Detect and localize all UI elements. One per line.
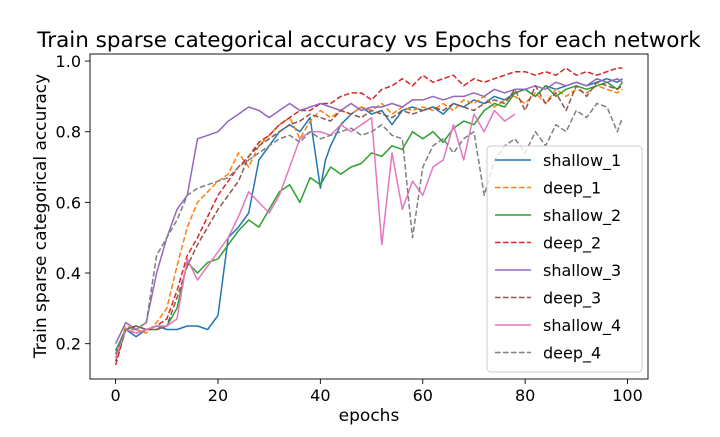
x-tick-label: 80 — [515, 386, 535, 405]
legend-label-shallow_1: shallow_1 — [543, 151, 621, 171]
series-line-shallow_3 — [114, 77, 623, 345]
y-axis: 0.2 0.4 0.6 0.8 1.0 — [56, 52, 90, 354]
series-line-shallow_4 — [114, 109, 516, 359]
y-tick-label: 0.4 — [56, 264, 81, 283]
x-tick-label: 20 — [208, 386, 228, 405]
legend-label-deep_3: deep_3 — [543, 289, 601, 309]
y-tick-label: 0.8 — [56, 123, 81, 142]
series-line-deep_4 — [114, 102, 624, 355]
x-axis-label: epochs — [339, 406, 400, 426]
y-axis-label: Train sparse categorical accuracy — [31, 74, 51, 359]
y-tick-label: 0.2 — [56, 335, 81, 354]
legend-label-deep_2: deep_2 — [543, 234, 601, 254]
y-tick-label: 1.0 — [56, 52, 81, 71]
x-tick-label: 0 — [111, 386, 121, 405]
series-line-deep_3 — [114, 81, 623, 362]
x-tick-label: 40 — [310, 386, 330, 405]
series-layer — [114, 67, 624, 366]
legend-box — [486, 145, 643, 373]
chart-title: Train sparse categorical accuracy vs Epo… — [36, 28, 701, 53]
y-tick-label: 0.6 — [56, 193, 81, 212]
legend-label-shallow_3: shallow_3 — [543, 261, 621, 281]
series-line-shallow_2 — [114, 81, 624, 352]
legend-label-deep_4: deep_4 — [543, 344, 601, 364]
legend: shallow_1 deep_1 shallow_2 deep_2 shallow_3d… — [486, 145, 643, 373]
legend-label-shallow_4: shallow_4 — [543, 316, 621, 336]
legend-label-deep_1: deep_1 — [543, 179, 601, 199]
x-axis: 0 20 40 60 80 100 — [111, 379, 643, 405]
legend-label-shallow_2: shallow_2 — [543, 206, 621, 226]
x-tick-label: 100 — [612, 386, 643, 405]
plot-frame — [89, 53, 649, 380]
x-tick-label: 60 — [413, 386, 433, 405]
series-line-deep_2 — [114, 67, 623, 366]
